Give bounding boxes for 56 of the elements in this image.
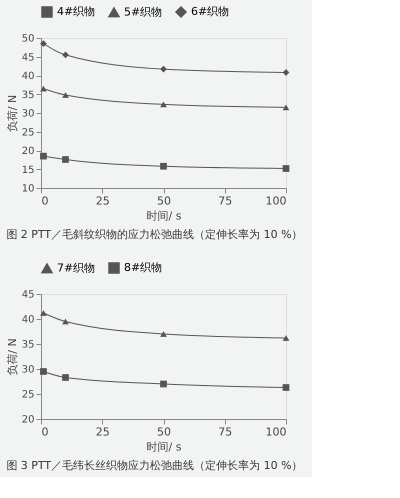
- x-tick-label: 100: [266, 194, 286, 208]
- point: [282, 104, 290, 110]
- point: [40, 40, 47, 47]
- legend-label: 8#织物: [124, 261, 162, 274]
- x-axis-title: 时间/ s: [146, 440, 182, 454]
- legend-label: 6#织物: [191, 5, 230, 18]
- point: [160, 162, 167, 170]
- legend-label: 5#织物: [124, 5, 162, 18]
- x-tick-label: 0: [42, 426, 48, 438]
- text: 图 3 PTT／毛纬长丝织物应力松弛曲线（定伸长率为 10 %）: [6, 459, 303, 472]
- point: [160, 380, 167, 388]
- y-axis-title: 负荷/ N: [6, 94, 19, 132]
- point: [282, 335, 290, 341]
- x-tick-label: 25: [96, 194, 110, 208]
- point: [62, 156, 69, 163]
- point: [282, 69, 290, 76]
- point: [40, 310, 47, 316]
- y-tick-label: 35: [22, 340, 34, 350]
- y-tick-label: 40: [22, 71, 34, 82]
- legend-label: 7#织物: [57, 261, 96, 274]
- y-tick-label: 10: [22, 184, 34, 194]
- x-tick-label: 75: [218, 194, 232, 208]
- x-tick-label: 50: [157, 426, 171, 438]
- y-tick-label: 20: [22, 146, 34, 157]
- point: [62, 318, 69, 324]
- x-tick-label: 75: [218, 426, 232, 438]
- y-tick-label: 30: [22, 108, 34, 120]
- point: [62, 52, 69, 58]
- text: 图 2 PTT／毛斜纹织物的应力松弛曲线（定伸长率为 10 %）: [6, 228, 303, 241]
- x-tick-label: 0: [42, 194, 48, 208]
- point: [160, 66, 167, 72]
- x-axis-title: 时间/ s: [146, 210, 182, 222]
- point: [40, 86, 47, 92]
- legend-label: 4#织物: [57, 5, 96, 18]
- point: [160, 101, 167, 108]
- point: [40, 152, 47, 160]
- y-axis-title: 负荷/ N: [6, 338, 19, 376]
- point: [62, 92, 69, 98]
- y-tick-label: 40: [22, 314, 34, 326]
- point: [160, 331, 167, 337]
- point: [282, 384, 290, 391]
- y-tick-label: 30: [22, 364, 34, 376]
- y-tick-label: 20: [22, 414, 34, 426]
- y-tick-label: 25: [22, 390, 34, 400]
- y-tick-label: 15: [22, 164, 34, 176]
- y-tick-label: 45: [22, 52, 34, 64]
- y-tick-label: 50: [22, 34, 34, 44]
- y-tick-label: 25: [22, 127, 34, 138]
- x-tick-label: 25: [96, 426, 110, 438]
- point: [282, 165, 290, 172]
- point: [40, 368, 47, 375]
- x-tick-label: 50: [157, 194, 171, 208]
- x-tick-label: 100: [266, 426, 286, 438]
- y-tick-label: 45: [22, 290, 34, 300]
- y-tick-label: 35: [22, 90, 34, 101]
- point: [62, 374, 69, 381]
